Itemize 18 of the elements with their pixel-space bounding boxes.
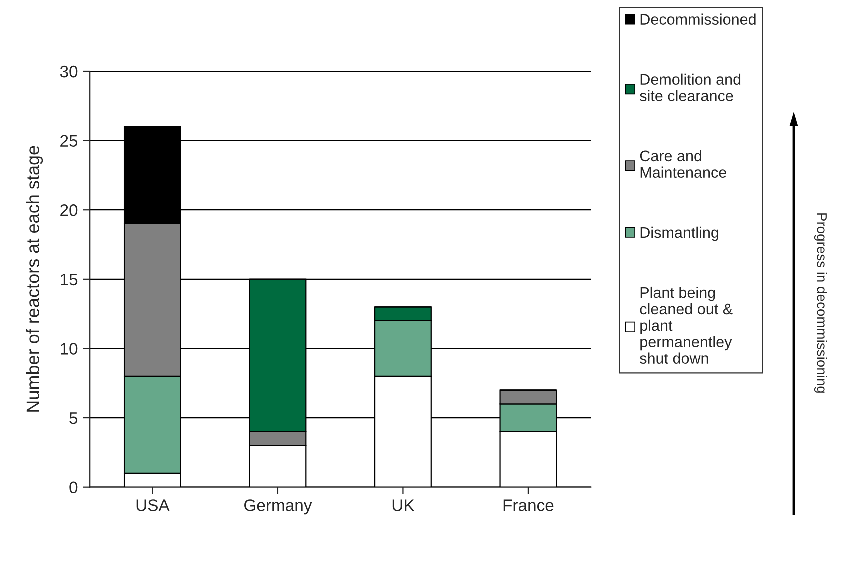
x-tick-label: Germany bbox=[244, 500, 312, 515]
y-axis-title: Number of reactors at each stage bbox=[26, 146, 44, 412]
x-tick-label: France bbox=[504, 500, 554, 512]
text: Progress in decommissioning bbox=[814, 214, 828, 393]
legend-label: Dismantling bbox=[640, 226, 718, 242]
y-tick-label: 10 bbox=[61, 343, 78, 355]
y-tick-label: 5 bbox=[70, 412, 78, 424]
y-tick-label: 30 bbox=[60, 66, 78, 78]
legend-label: Demolition and site clearance bbox=[640, 74, 741, 102]
legend-label: Plant being cleaned out & plant permanentley shut down bbox=[640, 286, 733, 364]
y-tick-label: 15 bbox=[61, 274, 78, 286]
legend-label: Decommissioned bbox=[640, 14, 756, 25]
y-tick-label: 20 bbox=[60, 204, 78, 216]
x-tick-label: USA bbox=[136, 500, 170, 512]
y-tick-label: 25 bbox=[60, 135, 78, 148]
y-tick-label: 0 bbox=[70, 482, 78, 494]
x-tick-label: UK bbox=[392, 500, 415, 512]
legend-label: Care and Maintenance bbox=[640, 150, 726, 178]
